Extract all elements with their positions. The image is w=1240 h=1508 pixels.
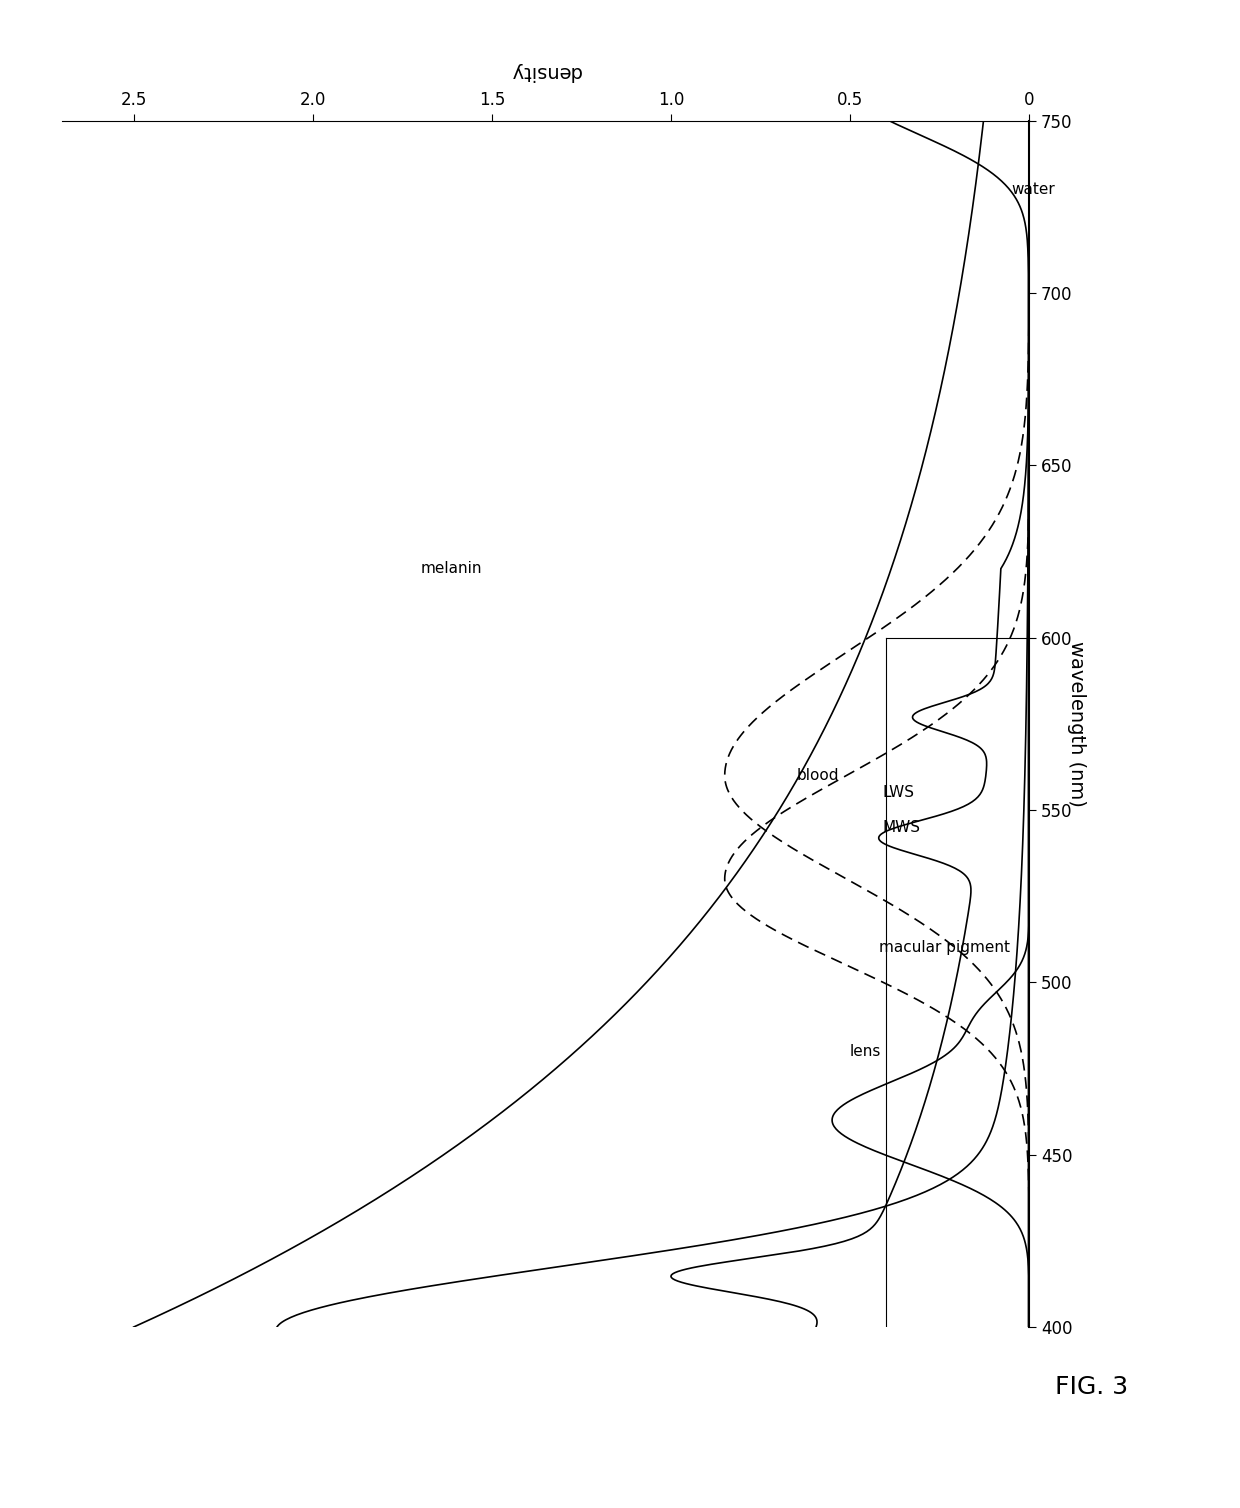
- Text: MWS: MWS: [883, 820, 920, 835]
- Text: lens: lens: [851, 1044, 882, 1059]
- Text: FIG. 3: FIG. 3: [1055, 1375, 1127, 1399]
- Y-axis label: wavelength (nm): wavelength (nm): [1068, 641, 1086, 807]
- X-axis label: density: density: [510, 62, 582, 81]
- Text: blood: blood: [796, 768, 838, 783]
- Text: water: water: [1012, 182, 1055, 198]
- Text: LWS: LWS: [883, 786, 914, 801]
- Text: macular pigment: macular pigment: [879, 941, 1009, 956]
- Text: melanin: melanin: [420, 561, 481, 576]
